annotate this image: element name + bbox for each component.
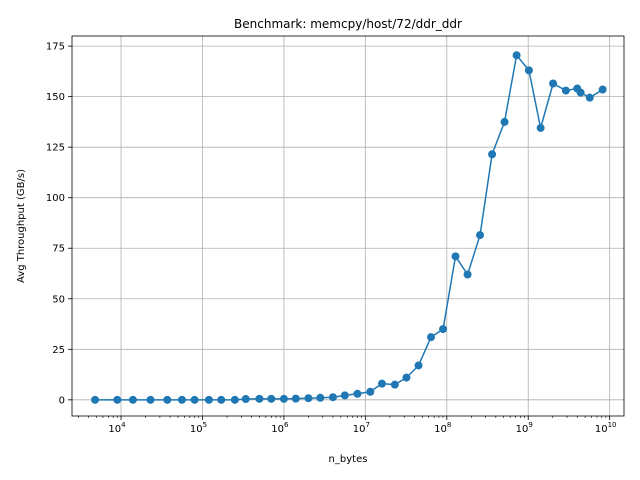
y-tick-label: 175 xyxy=(46,42,65,53)
data-point xyxy=(340,391,349,400)
data-point xyxy=(353,389,362,398)
data-point xyxy=(549,79,558,88)
y-tick-label: 125 xyxy=(46,143,65,154)
data-point xyxy=(488,150,497,159)
series-line xyxy=(91,51,607,404)
data-point xyxy=(163,395,172,404)
y-tick-label: 100 xyxy=(46,193,65,204)
data-point xyxy=(576,88,585,97)
data-point xyxy=(204,395,213,404)
axes: 104 105 106 107 108 109 1010 0 25 50 75 100 125 150 17… xyxy=(46,42,617,435)
x-tick-label: 1010 xyxy=(595,421,617,435)
data-point xyxy=(427,333,435,342)
x-tick-label: 108 xyxy=(434,421,451,435)
y-tick-label: 25 xyxy=(52,345,65,356)
data-point xyxy=(91,395,100,404)
data-point xyxy=(177,395,186,404)
data-point xyxy=(439,325,448,334)
data-point xyxy=(390,380,399,389)
x-tick-label: 107 xyxy=(353,421,370,435)
x-tick-label: 104 xyxy=(108,421,126,435)
series-line-path xyxy=(94,54,604,401)
x-tick-label: 105 xyxy=(190,421,207,435)
data-point xyxy=(241,395,250,404)
chart-title: Benchmark: memcpy/host/72/ddr_ddr xyxy=(234,17,462,31)
data-point xyxy=(561,86,570,95)
y-tick-label: 75 xyxy=(52,244,65,255)
y-tick-label: 0 xyxy=(59,395,65,406)
data-point xyxy=(524,66,533,75)
data-point xyxy=(377,379,386,388)
x-tick-label: 109 xyxy=(516,421,533,435)
data-point xyxy=(316,393,325,402)
data-point xyxy=(585,93,594,102)
data-point xyxy=(113,395,122,404)
data-point xyxy=(402,373,411,382)
data-point xyxy=(414,361,423,370)
data-point xyxy=(230,395,239,404)
data-point xyxy=(128,395,137,404)
plot-frame xyxy=(71,35,625,417)
data-point xyxy=(476,231,485,240)
x-tick-label: 106 xyxy=(271,421,289,435)
data-point xyxy=(279,394,288,403)
data-point xyxy=(255,394,264,403)
data-point xyxy=(190,395,199,404)
data-point xyxy=(304,394,313,403)
grid xyxy=(72,36,624,416)
data-point xyxy=(267,394,276,403)
data-point xyxy=(291,394,300,403)
data-point xyxy=(451,252,460,261)
data-point xyxy=(598,85,607,94)
data-point xyxy=(500,117,509,126)
y-axis-label: Avg Throughput (GB/s) xyxy=(16,169,27,283)
data-point xyxy=(463,270,472,279)
x-axis-label: n_bytes xyxy=(329,454,368,465)
y-tick-label: 150 xyxy=(46,92,65,103)
y-tick-label: 50 xyxy=(52,294,65,305)
data-point xyxy=(512,51,521,60)
data-point xyxy=(217,395,226,404)
data-point xyxy=(328,393,337,402)
data-point xyxy=(366,387,375,396)
data-point xyxy=(536,123,545,132)
data-point xyxy=(146,395,155,404)
